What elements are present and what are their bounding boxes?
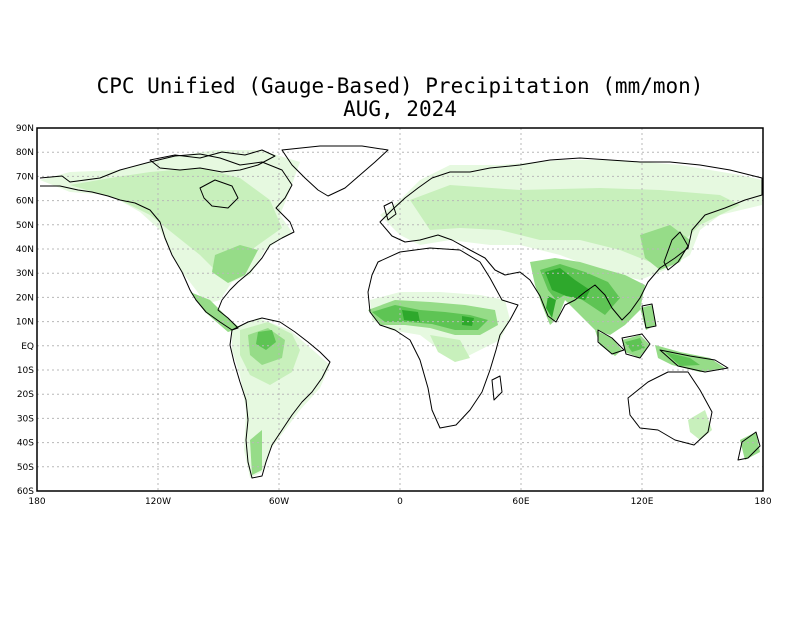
lat-label: 50S [17,463,34,473]
lat-label: EQ [21,342,34,352]
lon-label: 60W [269,497,289,507]
lat-label: 10S [17,366,34,376]
lat-label: 60N [16,197,34,207]
map-subtitle: AUG, 2024 [343,97,457,121]
lat-label: 20N [16,293,34,303]
precip-maritime [595,305,725,372]
longitude-labels: 180 120W 60W 0 60E 120E 180 [28,497,771,507]
lat-label: 20S [17,390,34,400]
lon-label: 60E [512,497,529,507]
lon-label: 120E [631,497,654,507]
lon-label: 0 [397,497,403,507]
lat-label: 40N [16,245,34,255]
lat-label: 70N [16,172,34,182]
latitude-labels: 90N 80N 70N 60N 50N 40N 30N 20N 10N EQ 10S 20S 30S 40… [16,124,34,497]
lat-label: 30S [17,414,34,424]
lon-label: 120W [145,497,171,507]
lon-label: 180 [754,497,771,507]
graticule [37,128,763,491]
lat-label: 80N [16,148,34,158]
lat-label: 10N [16,318,34,328]
coastlines [39,145,763,479]
map-title: CPC Unified (Gauge-Based) Precipitation … [96,74,704,98]
lat-label: 90N [16,124,34,134]
lon-label: 180 [28,497,45,507]
plot-frame [36,127,764,492]
lat-label: 40S [17,439,34,449]
lat-label: 30N [16,269,34,279]
lat-label: 60S [17,487,34,497]
lat-label: 50N [16,221,34,231]
